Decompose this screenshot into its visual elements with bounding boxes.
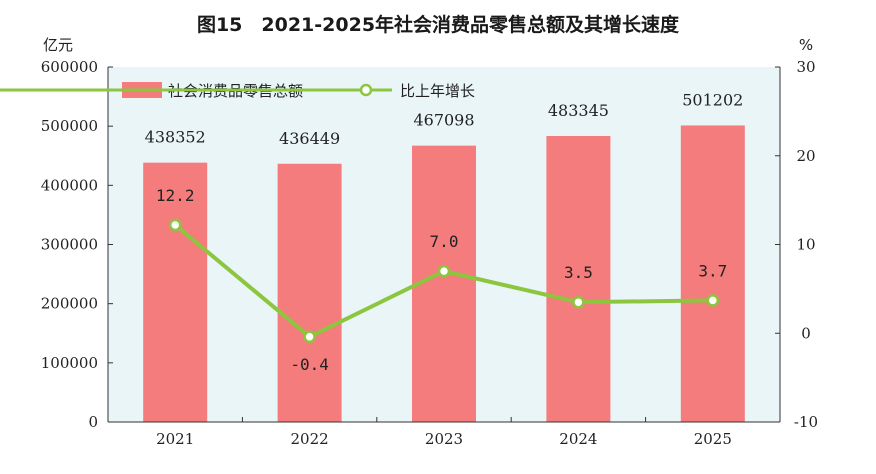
growth-value-label: 12.2 [156, 186, 195, 205]
right-tick-label: 30 [796, 58, 815, 76]
right-tick-label: -10 [794, 413, 818, 431]
bar-series [143, 125, 745, 423]
left-tick-label: 0 [88, 413, 98, 431]
growth-point [168, 218, 182, 232]
legend-line-label: 比上年增长 [400, 82, 475, 100]
growth-point [706, 294, 720, 307]
bar-value-label: 438352 [145, 128, 206, 147]
bar-value-label: 501202 [682, 90, 743, 109]
growth-point [437, 264, 451, 278]
left-tick-label: 600000 [41, 58, 98, 76]
left-tick-label: 100000 [41, 354, 98, 372]
chart-title: 图15 2021-2025年社会消费品零售总额及其增长速度 [196, 14, 680, 36]
growth-line-series: 12.2 -0.4 7.0 3.5 3.7 [156, 186, 727, 374]
left-tick-label: 400000 [41, 176, 98, 194]
bar [680, 125, 745, 423]
legend-line-marker [359, 83, 373, 97]
bar-value-label: 483345 [548, 101, 609, 120]
growth-point [303, 330, 316, 344]
left-tick-label: 300000 [41, 236, 98, 254]
growth-value-label: -0.4 [290, 355, 329, 374]
legend: 社会消费品零售总额 比上年增长 [0, 82, 475, 100]
left-axis-unit: 亿元 [43, 36, 73, 54]
right-tick-label: 20 [796, 147, 815, 165]
growth-value-label: 3.5 [564, 263, 593, 282]
growth-value-label: 7.0 [430, 232, 459, 251]
right-tick-label: 10 [796, 236, 815, 254]
x-tick-label: 2025 [694, 430, 732, 448]
bar [546, 136, 611, 422]
bar [277, 163, 342, 422]
x-tick-label: 2021 [156, 430, 194, 448]
growth-value-label: 3.7 [698, 261, 727, 280]
bar [412, 145, 476, 423]
growth-point [572, 295, 585, 309]
x-tick-label: 2023 [425, 430, 463, 448]
left-tick-label: 200000 [41, 295, 98, 313]
left-tick-label: 500000 [41, 117, 98, 135]
x-tick-label: 2022 [291, 430, 329, 448]
right-tick-label: 0 [801, 324, 811, 342]
right-axis-unit: % [799, 36, 813, 54]
bar-value-label: 467098 [413, 111, 474, 130]
bar-value-labels: 438352 436449 467098 483345 501202 [145, 90, 744, 147]
axes: 0 100000 200000 300000 400000 500000 600000 -10… [41, 58, 818, 448]
bar [143, 162, 208, 423]
bar-value-label: 436449 [279, 129, 340, 148]
x-tick-label: 2024 [559, 430, 597, 448]
